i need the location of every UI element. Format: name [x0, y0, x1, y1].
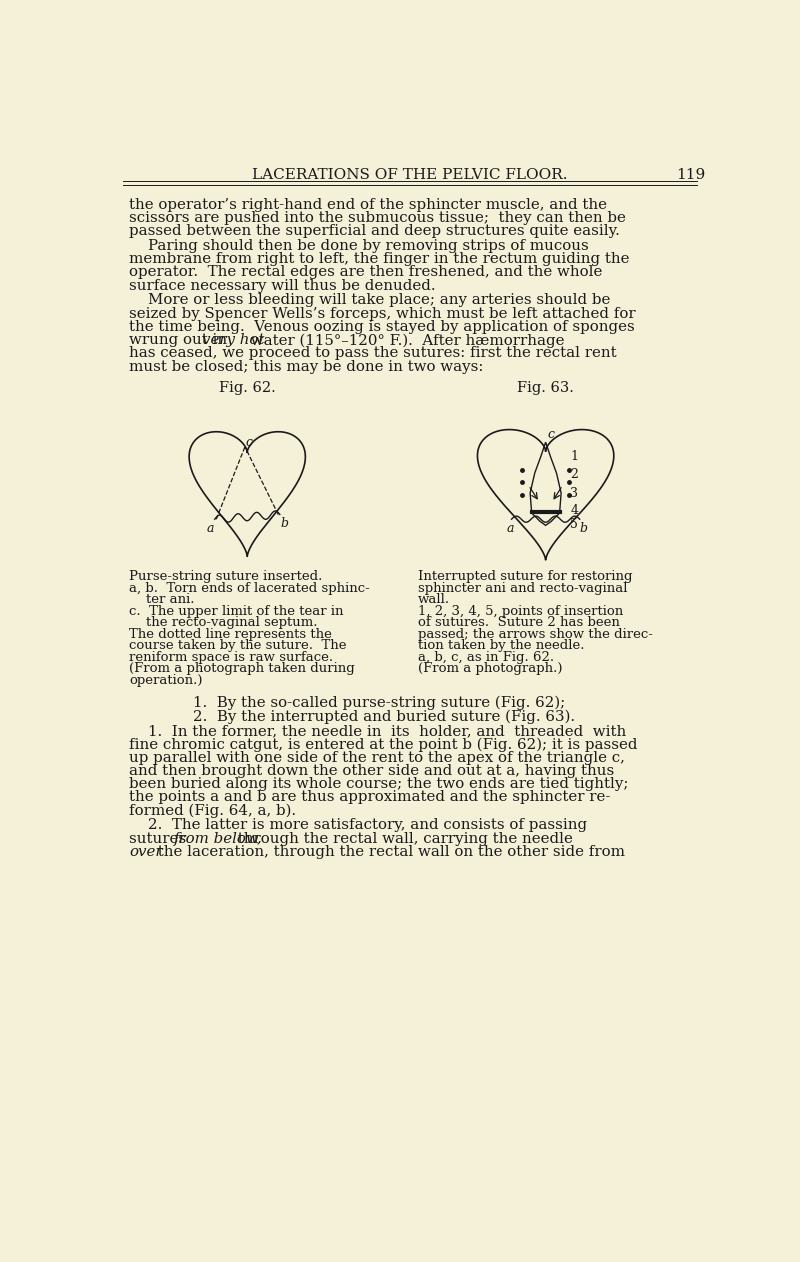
- Text: a, b, c, as in Fig. 62.: a, b, c, as in Fig. 62.: [418, 651, 554, 664]
- Text: membrane from right to left, the finger in the rectum guiding the: membrane from right to left, the finger …: [130, 252, 630, 266]
- Text: Fig. 62.: Fig. 62.: [219, 381, 276, 395]
- Text: 119: 119: [676, 168, 705, 183]
- Text: More or less bleeding will take place; any arteries should be: More or less bleeding will take place; a…: [130, 294, 611, 308]
- Text: b: b: [580, 521, 588, 535]
- Text: (From a photograph taken during: (From a photograph taken during: [130, 663, 355, 675]
- Text: passed; the arrows show the direc-: passed; the arrows show the direc-: [418, 627, 653, 641]
- Text: formed (Fig. 64, a, b).: formed (Fig. 64, a, b).: [130, 804, 297, 818]
- Text: The dotted line represents the: The dotted line represents the: [130, 627, 332, 641]
- Text: Fig. 63.: Fig. 63.: [517, 381, 574, 395]
- Text: 2.  The latter is more satisfactory, and consists of passing: 2. The latter is more satisfactory, and …: [130, 818, 587, 833]
- Text: 2: 2: [570, 468, 578, 481]
- Text: 3: 3: [570, 487, 578, 500]
- Text: 1: 1: [570, 449, 578, 463]
- Text: c: c: [547, 428, 554, 442]
- Text: course taken by the suture.  The: course taken by the suture. The: [130, 639, 347, 652]
- Text: through the rectal wall, carrying the needle: through the rectal wall, carrying the ne…: [234, 832, 573, 846]
- Text: 1.  In the former, the needle in  its  holder, and  threaded  with: 1. In the former, the needle in its hold…: [130, 724, 626, 738]
- Text: the points a and b are thus approximated and the sphincter re-: the points a and b are thus approximated…: [130, 790, 611, 804]
- Text: operation.): operation.): [130, 674, 203, 687]
- Text: LACERATIONS OF THE PELVIC FLOOR.: LACERATIONS OF THE PELVIC FLOOR.: [252, 168, 568, 183]
- Text: 5: 5: [570, 517, 578, 530]
- Text: must be closed; this may be done in two ways:: must be closed; this may be done in two …: [130, 360, 484, 374]
- Text: a, b.  Torn ends of lacerated sphinc-: a, b. Torn ends of lacerated sphinc-: [130, 582, 370, 594]
- Text: the recto-vaginal septum.: the recto-vaginal septum.: [130, 616, 318, 628]
- Text: a: a: [507, 521, 514, 535]
- Text: operator.  The rectal edges are then freshened, and the whole: operator. The rectal edges are then fres…: [130, 265, 603, 279]
- Text: the laceration, through the rectal wall on the other side from: the laceration, through the rectal wall …: [153, 844, 625, 858]
- Text: from below,: from below,: [174, 832, 262, 846]
- Text: very hot: very hot: [202, 333, 265, 347]
- Text: been buried along its whole course; the two ends are tied tightly;: been buried along its whole course; the …: [130, 777, 629, 791]
- Text: 4: 4: [570, 504, 578, 517]
- Text: and then brought down the other side and out at a, having thus: and then brought down the other side and…: [130, 764, 614, 777]
- Text: c.  The upper limit of the tear in: c. The upper limit of the tear in: [130, 604, 344, 617]
- Text: wall.: wall.: [418, 593, 450, 606]
- Text: Interrupted suture for restoring: Interrupted suture for restoring: [418, 570, 632, 583]
- Text: a: a: [206, 521, 214, 535]
- Text: reniform space is raw surface.: reniform space is raw surface.: [130, 651, 334, 664]
- Text: fine chromic catgut, is entered at the point b (Fig. 62); it is passed: fine chromic catgut, is entered at the p…: [130, 737, 638, 752]
- Text: sutures: sutures: [130, 832, 191, 846]
- Text: b: b: [281, 517, 289, 530]
- Text: tion taken by the needle.: tion taken by the needle.: [418, 639, 584, 652]
- Text: ter ani.: ter ani.: [130, 593, 195, 606]
- Text: c: c: [246, 437, 253, 449]
- Text: wrung out in: wrung out in: [130, 333, 232, 347]
- Text: water (115°–120° F.).  After hæmorrhage: water (115°–120° F.). After hæmorrhage: [246, 333, 565, 347]
- Text: up parallel with one side of the rent to the apex of the triangle c,: up parallel with one side of the rent to…: [130, 751, 626, 765]
- Text: passed between the superficial and deep structures quite easily.: passed between the superficial and deep …: [130, 225, 620, 239]
- Text: 1.  By the so-called purse-string suture (Fig. 62);: 1. By the so-called purse-string suture …: [193, 697, 566, 711]
- Text: Paring should then be done by removing strips of mucous: Paring should then be done by removing s…: [130, 239, 589, 252]
- Text: scissors are pushed into the submucous tissue;  they can then be: scissors are pushed into the submucous t…: [130, 211, 626, 225]
- Text: (From a photograph.): (From a photograph.): [418, 663, 562, 675]
- Text: over: over: [130, 844, 163, 858]
- Text: seized by Spencer Wells’s forceps, which must be left attached for: seized by Spencer Wells’s forceps, which…: [130, 307, 636, 321]
- Text: of sutures.  Suture 2 has been: of sutures. Suture 2 has been: [418, 616, 620, 628]
- Text: the time being.  Venous oozing is stayed by application of sponges: the time being. Venous oozing is stayed …: [130, 319, 635, 334]
- Text: 1, 2, 3, 4, 5, points of insertion: 1, 2, 3, 4, 5, points of insertion: [418, 604, 623, 617]
- Text: Purse-string suture inserted.: Purse-string suture inserted.: [130, 570, 323, 583]
- Text: the operator’s right-hand end of the sphincter muscle, and the: the operator’s right-hand end of the sph…: [130, 198, 607, 212]
- Text: surface necessary will thus be denuded.: surface necessary will thus be denuded.: [130, 279, 436, 293]
- Text: sphincter ani and recto-vaginal: sphincter ani and recto-vaginal: [418, 582, 627, 594]
- Text: 2.  By the interrupted and buried suture (Fig. 63).: 2. By the interrupted and buried suture …: [193, 709, 575, 723]
- Text: has ceased, we proceed to pass the sutures: first the rectal rent: has ceased, we proceed to pass the sutur…: [130, 346, 617, 361]
